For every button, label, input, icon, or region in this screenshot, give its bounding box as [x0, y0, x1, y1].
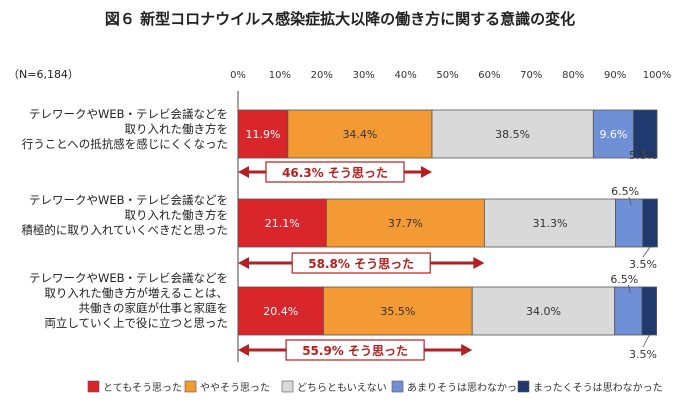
- category-label: 共働きの家庭が仕事と家庭を: [79, 301, 229, 315]
- data-label: 34.4%: [342, 128, 377, 141]
- data-label: 3.5%: [629, 258, 657, 271]
- leader-line: [642, 246, 651, 258]
- legend-swatch: [281, 380, 294, 393]
- sum-annotation-label: 55.9% そう思った: [302, 344, 408, 358]
- leader-line: [627, 284, 631, 294]
- legend-label: どちらともいえない: [297, 382, 387, 394]
- data-label: 34.0%: [526, 305, 561, 318]
- sum-annotation-box: [285, 339, 425, 361]
- sum-arrow-head-right: [461, 344, 473, 356]
- x-tick-label: 40%: [394, 70, 416, 81]
- data-label: 3.5%: [629, 348, 657, 361]
- data-label: 37.7%: [388, 217, 423, 230]
- data-label: 6.5%: [611, 185, 639, 198]
- chart-title: 図６ 新型コロナウイルス感染症拡大以降の働き方に関する意識の変化: [105, 10, 575, 28]
- sum-annotation-label: 46.3% そう思った: [282, 166, 388, 180]
- sum-arrow-head-right: [420, 166, 432, 178]
- legend-swatch: [87, 380, 100, 393]
- sum-arrow-head-left: [238, 257, 249, 269]
- data-label: 9.6%: [599, 128, 627, 141]
- bar-segment: [615, 198, 644, 248]
- category-label: 積極的に取り入れていくべきだと思った: [21, 223, 228, 237]
- bar-segment: [323, 286, 473, 336]
- data-label: 5.6%: [629, 149, 657, 162]
- bar-segment: [237, 286, 324, 336]
- bar-segment: [237, 109, 289, 159]
- sum-annotation-box: [265, 161, 405, 183]
- bar-segment: [592, 109, 634, 159]
- data-label: 31.3%: [532, 217, 567, 230]
- x-tick-label: 30%: [353, 70, 375, 81]
- data-label: 11.9%: [245, 128, 280, 141]
- sum-arrow-head-right: [473, 257, 485, 269]
- bar-segment: [642, 198, 658, 248]
- category-label: テレワークやWEB・テレビ会議などを: [29, 271, 228, 285]
- x-tick-label: 90%: [604, 70, 626, 81]
- x-tick-label: 50%: [436, 70, 458, 81]
- leader-line: [628, 196, 632, 206]
- category-label: テレワークやWEB・テレビ会議などを: [29, 193, 228, 207]
- category-label: 行うことへの抵抗感を感じにくくなった: [22, 137, 228, 151]
- legend: とてもそう思った ややそう思った どちらともいえない あまりそうは思わなかった まったく…: [87, 380, 663, 394]
- data-label: 35.5%: [380, 305, 415, 318]
- category-label: 取り入れた働き方を: [125, 122, 229, 136]
- sum-arrow-head-left: [238, 344, 249, 356]
- x-tick-label: 0%: [230, 70, 246, 81]
- x-tick-label: 10%: [269, 70, 291, 81]
- legend-label: ややそう思った: [200, 382, 270, 394]
- bar-segment: [483, 198, 616, 248]
- legend-swatch: [517, 380, 530, 393]
- sum-annotation-box: [291, 252, 431, 274]
- x-tick-label: 20%: [311, 70, 333, 81]
- bar-segment: [614, 286, 643, 336]
- category-label: 取り入れた働き方が増えることは、: [44, 286, 228, 300]
- sum-annotation-label: 58.8% そう思った: [308, 257, 414, 271]
- x-tick-label: 80%: [562, 70, 584, 81]
- bar-segment: [431, 109, 594, 159]
- data-label: 20.4%: [263, 305, 298, 318]
- data-label: 6.5%: [610, 273, 638, 286]
- leader-line: [642, 334, 650, 348]
- stacked-bars: テレワークやWEB・テレビ会議などを取り入れた働き方を行うことへの抵抗感を感じに…: [21, 107, 658, 361]
- legend-swatch: [391, 380, 404, 393]
- category-label: 両立していく上で役に立つと思った: [44, 316, 228, 330]
- data-label: 21.1%: [265, 217, 300, 230]
- x-tick-label: 100%: [643, 70, 672, 81]
- sample-size-note: （N=6,184）: [8, 68, 79, 81]
- legend-label: あまりそうは思わなかった: [407, 382, 527, 394]
- data-label: 38.5%: [495, 128, 530, 141]
- category-label: 取り入れた働き方を: [125, 208, 229, 222]
- x-tick-label: 60%: [478, 70, 500, 81]
- legend-swatch: [184, 380, 197, 393]
- leader-line: [642, 147, 646, 159]
- x-tick-label: 70%: [520, 70, 542, 81]
- legend-label: とてもそう思った: [103, 382, 182, 394]
- sum-arrow-head-left: [238, 166, 249, 178]
- bar-segment: [641, 286, 657, 336]
- category-label: テレワークやWEB・テレビ会議などを: [29, 107, 228, 121]
- legend-label: まったくそうは思わなかった: [533, 382, 663, 394]
